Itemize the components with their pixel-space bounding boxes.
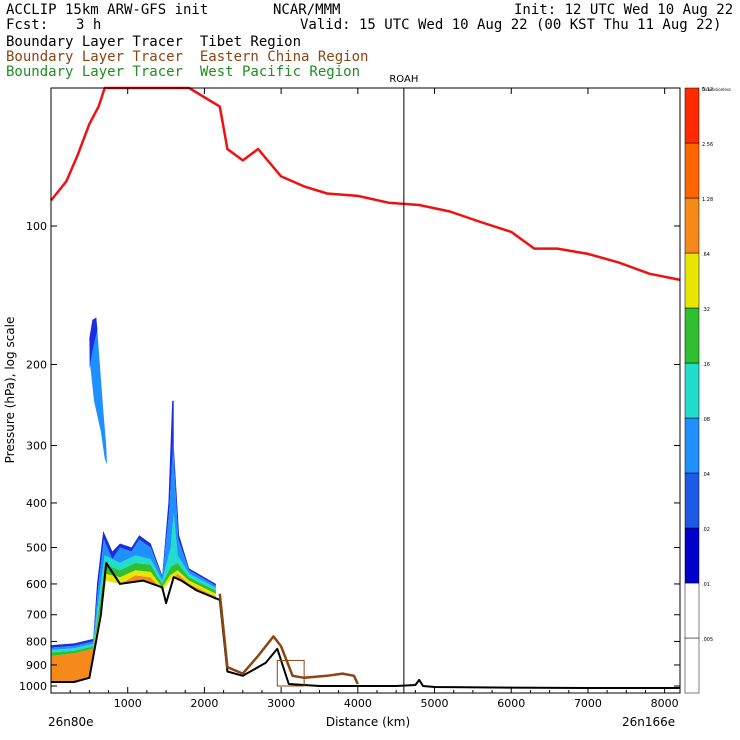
y-tick-label: 200 bbox=[26, 358, 47, 371]
tracer-upper-plume-edge bbox=[89, 317, 98, 370]
series-line-tibet-region bbox=[51, 561, 680, 689]
marker-label: ROAH bbox=[389, 74, 418, 85]
y-tick-label: 800 bbox=[26, 635, 47, 648]
model-title: ACCLIP 15km ARW-GFS init bbox=[6, 2, 209, 18]
x-axis-title: Distance (km) bbox=[326, 715, 410, 729]
org-label: NCAR/MMM bbox=[273, 2, 341, 18]
colorbar-segment bbox=[684, 527, 700, 584]
fcst-label: Fcst: bbox=[6, 17, 49, 33]
tracer-fill-orange bbox=[51, 562, 216, 682]
colorbar-segment bbox=[684, 87, 700, 144]
colorbar-level-label: .16 bbox=[702, 362, 710, 368]
left-end-label: 26n80e bbox=[48, 715, 94, 729]
tracer-fill-cyan bbox=[51, 512, 216, 653]
series-line-tropopause bbox=[50, 86, 681, 282]
colorbar-level-label: .01 bbox=[702, 582, 710, 588]
valid-time: Valid: 15 UTC Wed 10 Aug 22 (00 KST Thu … bbox=[300, 17, 722, 33]
colorbar-level-label: .64 bbox=[702, 252, 710, 258]
colorbar-level-label: .02 bbox=[702, 527, 710, 533]
colorbar-level-label: .08 bbox=[702, 417, 710, 423]
y-tick-label: 400 bbox=[26, 497, 47, 510]
y-tick-label: 500 bbox=[26, 542, 47, 555]
colorbar-segment bbox=[684, 142, 700, 199]
y-tick-label: 1000 bbox=[19, 680, 47, 693]
x-tick-label: 1000 bbox=[114, 697, 142, 710]
colorbar-level-label: .04 bbox=[702, 472, 710, 478]
x-tick-label: 2000 bbox=[190, 697, 218, 710]
tracer-upper-plume-blue bbox=[89, 326, 107, 465]
x-tick-label: 5000 bbox=[421, 697, 449, 710]
colorbar-segment bbox=[684, 472, 700, 529]
tracer-fill-blue bbox=[51, 445, 216, 650]
legend-pacific: Boundary Layer Tracer West Pacific Regio… bbox=[6, 64, 361, 80]
colorbar-title: Dimensionless bbox=[702, 87, 731, 92]
x-tick-label: 3000 bbox=[267, 697, 295, 710]
y-axis-title: Pressure (hPa), log scale bbox=[3, 317, 17, 464]
colorbar-segment bbox=[684, 582, 700, 639]
colorbar-segment bbox=[684, 362, 700, 419]
y-tick-label: 600 bbox=[26, 578, 47, 591]
colorbar-level-label: 5.12 bbox=[702, 87, 713, 93]
inset-box bbox=[276, 659, 305, 687]
colorbar-level-label: 2.56 bbox=[702, 142, 713, 148]
colorbar-segment bbox=[684, 637, 700, 694]
init-time: Init: 12 UTC Wed 10 Aug 22 bbox=[514, 2, 734, 18]
x-tick-label: 6000 bbox=[497, 697, 525, 710]
x-tick-label: 7000 bbox=[574, 697, 602, 710]
colorbar-segment bbox=[684, 252, 700, 309]
colorbar-segment bbox=[684, 417, 700, 474]
y-tick-label: 300 bbox=[26, 439, 47, 452]
y-tick-label: 100 bbox=[26, 220, 47, 233]
series-line-eastern-china-region bbox=[218, 593, 359, 685]
x-tick-label: 4000 bbox=[344, 697, 372, 710]
fcst-value: 3 h bbox=[76, 17, 102, 33]
legend-tibet: Boundary Layer Tracer Tibet Region bbox=[6, 34, 302, 50]
y-tick-label: 900 bbox=[26, 659, 47, 672]
colorbar-level-label: 1.28 bbox=[702, 197, 713, 203]
plot-frame bbox=[50, 87, 681, 694]
colorbar-segment bbox=[684, 197, 700, 254]
right-end-label: 26n166e bbox=[622, 715, 675, 729]
x-tick-label: 8000 bbox=[651, 697, 679, 710]
colorbar-level-label: .32 bbox=[702, 307, 710, 313]
colorbar-level-label: .005 bbox=[702, 637, 713, 643]
tracer-fill-dark-blue bbox=[51, 400, 216, 648]
colorbar-segment bbox=[684, 307, 700, 364]
y-tick-label: 700 bbox=[26, 609, 47, 622]
legend-china: Boundary Layer Tracer Eastern China Regi… bbox=[6, 49, 369, 65]
